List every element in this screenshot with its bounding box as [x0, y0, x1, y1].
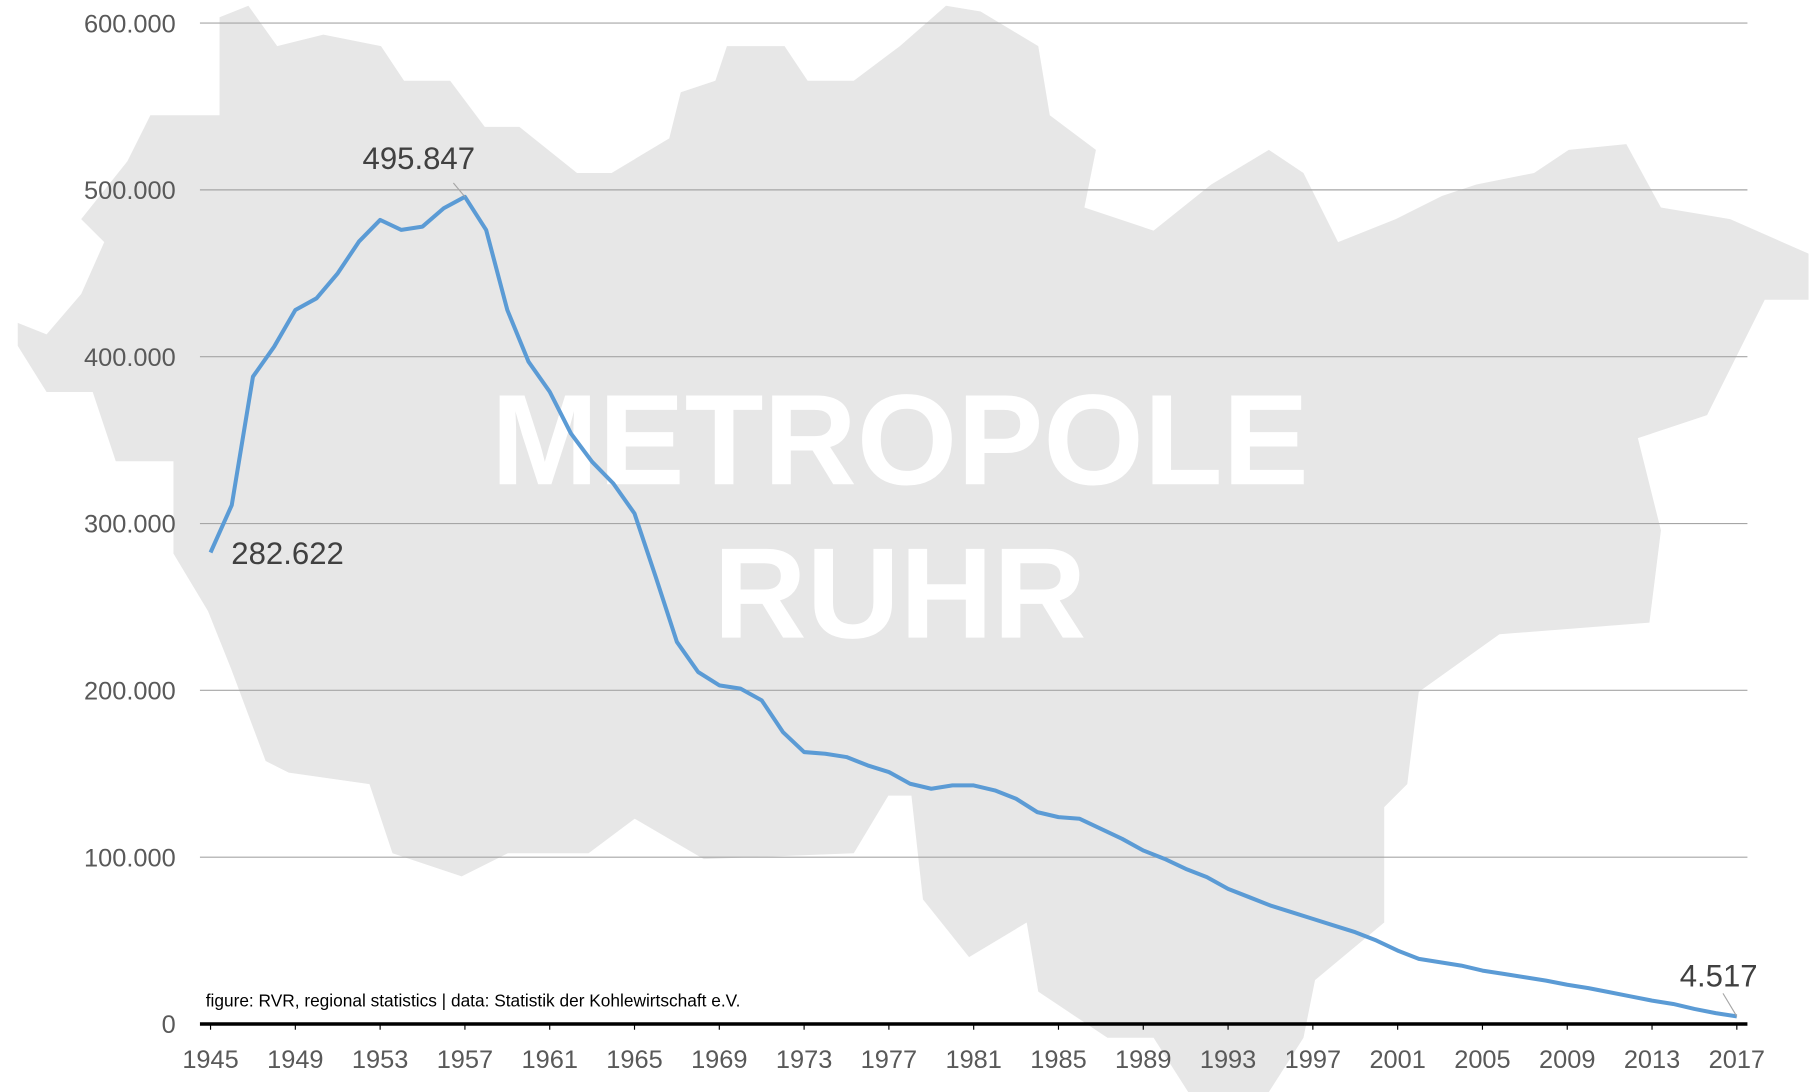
x-tick-label: 1989 — [1115, 1046, 1171, 1074]
x-tick-label: 1973 — [776, 1046, 832, 1074]
data-label: 495.847 — [363, 141, 476, 176]
x-tick-label: 1965 — [606, 1046, 662, 1074]
label-leader — [452, 182, 466, 198]
data-label: 282.622 — [231, 536, 344, 571]
x-tick-label: 2009 — [1539, 1046, 1595, 1074]
y-tick-label: 500.000 — [84, 177, 176, 205]
map-background — [17, 5, 1809, 1092]
x-tick-label: 1953 — [352, 1046, 408, 1074]
y-tick-label: 600.000 — [84, 10, 176, 38]
data-label: 4.517 — [1680, 958, 1758, 993]
y-tick-label: 400.000 — [84, 344, 176, 372]
x-tick-label: 1961 — [522, 1046, 578, 1074]
label-leader — [1722, 993, 1738, 1017]
x-tick-label: 1985 — [1030, 1046, 1086, 1074]
x-tick-label: 1945 — [182, 1046, 238, 1074]
x-tick-label: 2017 — [1709, 1046, 1765, 1074]
watermark: RUHR — [713, 522, 1086, 666]
x-tick-label: 1993 — [1200, 1046, 1256, 1074]
x-tick-label: 2005 — [1454, 1046, 1510, 1074]
x-tick-label: 1981 — [945, 1046, 1001, 1074]
source-note: figure: RVR, regional statistics | data:… — [206, 991, 741, 1011]
y-tick-label: 100.000 — [84, 844, 176, 872]
watermark: METROPOLE — [491, 368, 1309, 512]
x-tick-label: 2001 — [1369, 1046, 1425, 1074]
x-tick-label: 1977 — [861, 1046, 917, 1074]
y-tick-label: 200.000 — [84, 678, 176, 706]
data-line — [208, 194, 1738, 1019]
y-tick-label: 0 — [162, 1011, 176, 1039]
x-tick-label: 1997 — [1285, 1046, 1341, 1074]
x-tick-label: 1949 — [267, 1046, 323, 1074]
x-tick-label: 1969 — [691, 1046, 747, 1074]
y-tick-label: 300.000 — [84, 511, 176, 539]
x-tick-label: 2013 — [1624, 1046, 1680, 1074]
x-tick-label: 1957 — [437, 1046, 493, 1074]
